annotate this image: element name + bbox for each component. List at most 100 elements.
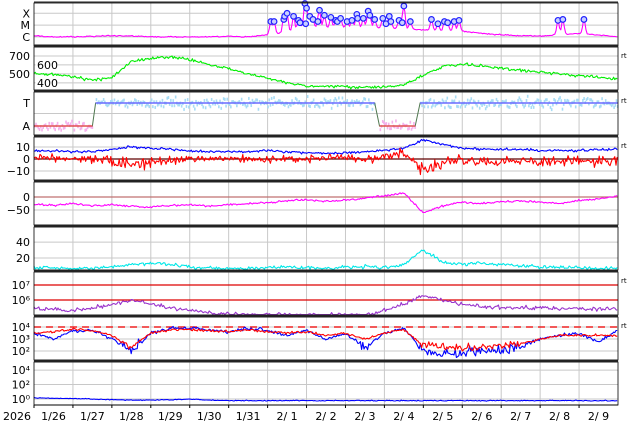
- sector-point-T: [464, 104, 467, 108]
- flare-event-marker: [366, 11, 374, 19]
- x-tick-label: 2/ 1: [276, 410, 297, 423]
- sector-point-A: [67, 121, 70, 125]
- sector-point-T: [255, 98, 257, 102]
- y-tick-label: A: [22, 120, 30, 133]
- panel-imf: 100−10 rt: [7, 134, 627, 181]
- realtime-label: rt: [621, 322, 627, 330]
- flare-event-marker: [290, 12, 297, 20]
- y-tick-label: 600: [37, 59, 58, 72]
- sector-point-T: [196, 103, 199, 107]
- realtime-label: rt: [621, 142, 627, 150]
- sector-point-T: [596, 100, 599, 104]
- sector-point-T: [148, 105, 151, 109]
- sector-point-T: [536, 98, 539, 102]
- y-tick-label: −50: [7, 204, 30, 217]
- sector-point-A: [409, 120, 412, 124]
- sector-point-T: [567, 99, 570, 103]
- sector-point-T: [609, 102, 612, 106]
- sector-point-T: [162, 105, 165, 109]
- sector-point-T: [183, 107, 185, 111]
- sector-point-A: [37, 126, 40, 130]
- sector-point-T: [430, 105, 433, 109]
- sector-point-T: [592, 105, 595, 109]
- sector-point-T: [421, 104, 423, 108]
- sector-point-T: [555, 102, 558, 106]
- sector-point-T: [530, 106, 533, 110]
- y-tick-label: T: [22, 97, 30, 110]
- sector-point-T: [568, 102, 571, 106]
- sector-point-T: [137, 100, 140, 104]
- flare-event-marker: [320, 11, 328, 19]
- sector-point-T: [441, 98, 444, 102]
- sector-point-T: [451, 99, 453, 103]
- sector-point-T: [359, 103, 362, 107]
- sector-point-T: [323, 97, 326, 101]
- sector-point-T: [615, 99, 618, 103]
- sector-point-A: [379, 128, 382, 132]
- sector-point-A: [74, 123, 77, 127]
- sector-point-A: [407, 127, 409, 131]
- sector-point-T: [260, 102, 262, 106]
- sector-point-T: [452, 100, 455, 104]
- sector-point-T: [113, 98, 116, 102]
- sector-point-A: [79, 127, 82, 131]
- y-tick-label-background: [35, 78, 58, 88]
- series-line-xray-0: [33, 3, 618, 38]
- year-label: 2026: [3, 410, 31, 423]
- sector-point-T: [312, 98, 315, 102]
- sector-point-T: [472, 99, 475, 103]
- sector-point-A: [387, 122, 390, 126]
- sector-point-T: [550, 108, 553, 112]
- x-tick-label: 2/ 9: [588, 410, 609, 423]
- sector-point-T: [566, 98, 569, 102]
- sector-point-T: [314, 104, 316, 108]
- flare-event-marker: [379, 14, 387, 22]
- sector-point-T: [213, 100, 215, 104]
- y-tick-label: 10²: [12, 379, 30, 392]
- sector-point-T: [184, 98, 187, 102]
- sector-point-A: [80, 126, 83, 130]
- sector-point-A: [414, 125, 416, 129]
- sector-point-A: [86, 126, 89, 130]
- sector-point-T: [318, 105, 321, 109]
- sector-point-T: [124, 104, 127, 108]
- sector-point-A: [73, 128, 76, 132]
- sector-point-T: [523, 105, 525, 109]
- y-tick-label: M: [21, 19, 31, 32]
- sector-point-T: [577, 98, 579, 102]
- sector-point-T: [105, 103, 107, 107]
- sector-point-T: [583, 97, 585, 101]
- sector-point-T: [541, 103, 543, 107]
- y-tick-label: 0: [23, 153, 30, 166]
- series-line-p9-0: [33, 396, 618, 402]
- sector-point-T: [433, 99, 435, 103]
- sector-point-T: [333, 99, 335, 103]
- sector-point-T: [95, 98, 98, 102]
- sector-point-T: [309, 104, 311, 108]
- sector-point-T: [261, 100, 263, 104]
- sector-point-A: [52, 122, 54, 126]
- y-tick-label: 0: [23, 191, 30, 204]
- sector-point-T: [507, 105, 510, 109]
- sector-point-T: [146, 103, 148, 107]
- sector-point-T: [460, 103, 463, 107]
- sector-point-T: [240, 97, 243, 101]
- sector-point-T: [446, 96, 449, 100]
- sector-point-T: [104, 100, 106, 104]
- sector-point-T: [578, 103, 581, 107]
- sector-point-T: [170, 98, 172, 102]
- sector-point-T: [532, 105, 535, 109]
- sector-point-T: [203, 99, 206, 103]
- sector-point-T: [220, 106, 223, 110]
- sector-point-T: [471, 106, 474, 110]
- sector-point-T: [278, 99, 280, 103]
- sector-point-T: [579, 103, 582, 107]
- sector-point-T: [279, 99, 281, 103]
- sector-point-T: [161, 98, 164, 102]
- sector-point-T: [368, 98, 370, 102]
- x-tick-label: 1/30: [197, 410, 222, 423]
- sector-point-T: [192, 104, 195, 108]
- sector-point-T: [470, 97, 473, 101]
